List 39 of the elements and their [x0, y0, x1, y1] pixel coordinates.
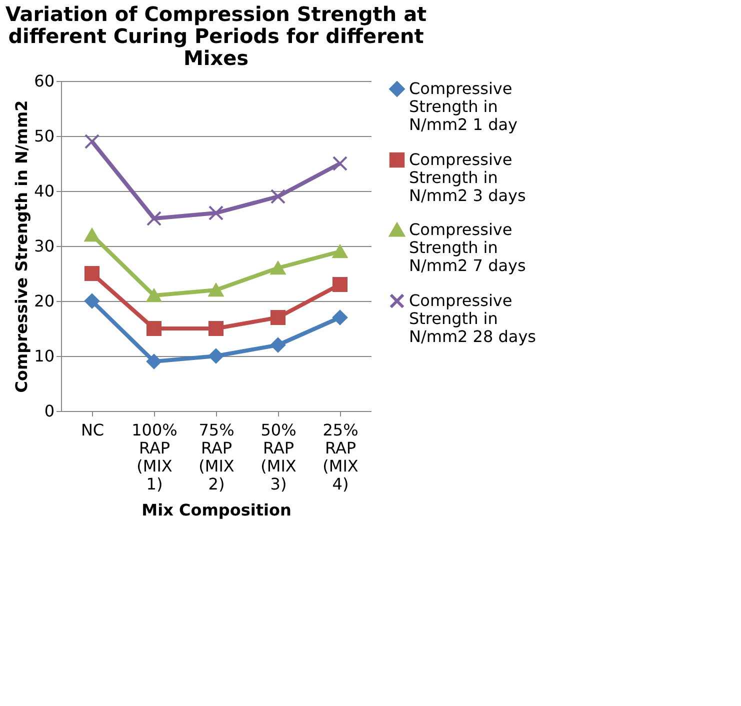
point: [146, 320, 162, 336]
legend-label: Compressive Strength in N/mm2 7 days: [409, 220, 526, 275]
point: [208, 320, 224, 336]
x-tick-label: NC: [80, 420, 104, 440]
point: [146, 210, 162, 226]
legend-label: Compressive Strength in N/mm2 1 day: [409, 79, 518, 134]
x-tick-label: 50% RAP (MIX 3): [260, 420, 296, 494]
point: [270, 310, 286, 326]
chart-title: Variation of Compression Strength at different Curing Periods for different Mixes: [5, 2, 428, 70]
point: [84, 266, 100, 282]
point: [146, 354, 162, 370]
y-axis-title: Compressive Strength in N/mm2: [12, 100, 32, 393]
point: [84, 134, 100, 150]
point: [146, 288, 162, 302]
x-axis-title: Mix Composition: [142, 500, 292, 520]
y-tick-label: 0: [44, 402, 54, 420]
legend-label: Compressive Strength in N/mm2 3 days: [409, 150, 526, 205]
legend-label: Compressive Strength in N/mm2 28 days: [409, 291, 536, 346]
y-tick-label: 20: [34, 292, 54, 310]
y-tick-label: 50: [34, 126, 54, 146]
point: [332, 276, 348, 292]
y-tick-label: 30: [34, 236, 54, 256]
point: [84, 293, 100, 309]
point: [84, 228, 100, 242]
point: [332, 244, 348, 258]
point: [208, 348, 224, 364]
y-tick-label: 10: [34, 346, 54, 366]
y-tick-label: 40: [34, 182, 54, 200]
point: [270, 337, 286, 353]
x-tick-label: 25% RAP (MIX 4): [322, 420, 358, 494]
x-tick-label: 75% RAP (MIX 2): [198, 420, 234, 494]
point: [270, 188, 286, 204]
point: [270, 261, 286, 275]
point: [208, 205, 224, 221]
point: [332, 156, 348, 172]
x-tick-label: 100% RAP (MIX 1): [132, 420, 178, 494]
y-tick-label: 60: [34, 72, 54, 90]
point: [208, 283, 224, 297]
point: [332, 310, 348, 326]
